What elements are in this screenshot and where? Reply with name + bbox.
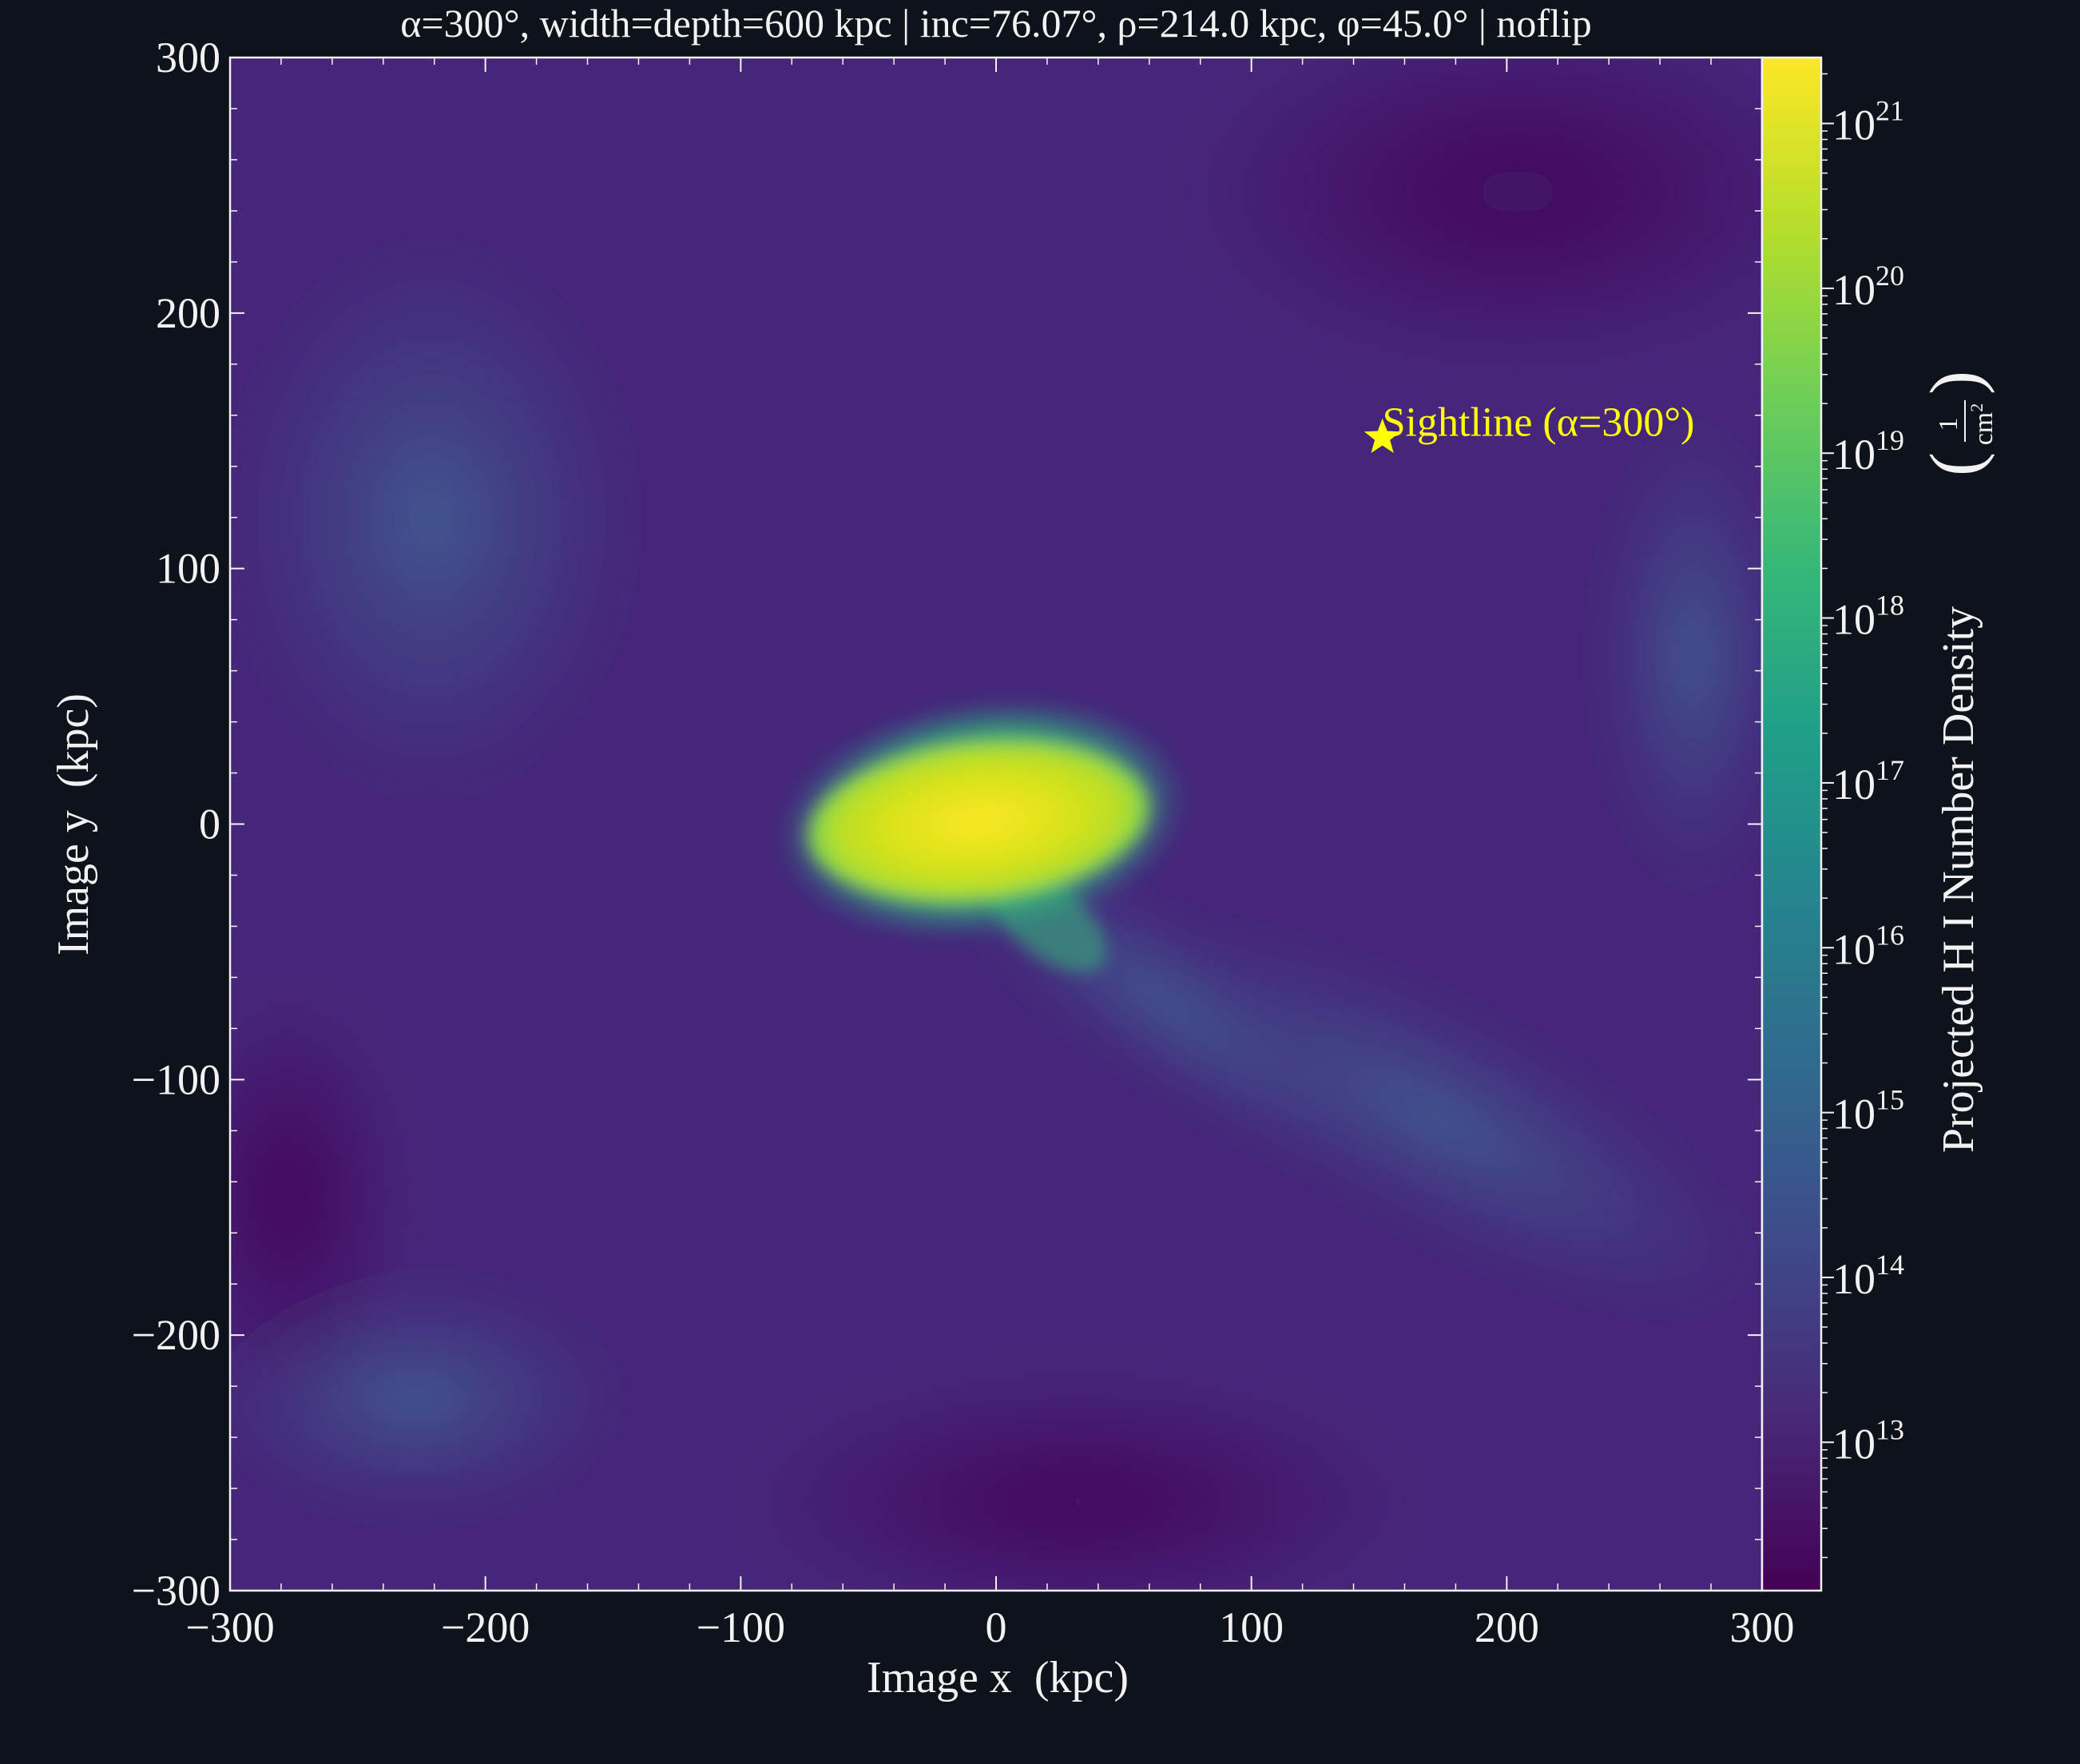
galaxy-disk — [807, 740, 1150, 903]
y-tick-label: 200 — [156, 289, 220, 337]
colorbar-tick-label: 1019 — [1832, 424, 1904, 479]
colorbar-unit-denominator: cm2 — [1967, 403, 1999, 446]
filament-bottom-left — [230, 1278, 623, 1518]
y-axis: −300 −200 −100 0 100 200 300 — [132, 34, 1762, 1615]
colorbar-label: Projected H I Number Density — [1934, 606, 1983, 1153]
filament-right — [1598, 415, 1762, 895]
void-top-right — [1182, 58, 1762, 375]
colorbar-unit-numerator: 1 — [1934, 418, 1963, 431]
void-bottom — [743, 1374, 1414, 1591]
colorbar-tick-label: 1020 — [1832, 260, 1904, 314]
x-tick-label: −300 — [185, 1603, 274, 1651]
x-axis: −300 −200 −100 0 100 200 300 — [185, 58, 1795, 1651]
colorbar-tick-label: 1013 — [1832, 1413, 1904, 1468]
x-axis-label: Image x (kpc) — [867, 1653, 1129, 1702]
heatmap — [230, 58, 1762, 1591]
x-tick-label: 200 — [1475, 1603, 1539, 1651]
y-tick-label: −300 — [132, 1567, 220, 1615]
colorbar-unit-paren-close: ) — [1916, 371, 1995, 395]
colorbar: 1013 1014 1015 1016 1017 1018 1019 1020 1021 Pro… — [1760, 56, 1999, 1592]
colorbar-tick-label: 1014 — [1832, 1249, 1904, 1303]
filament-left — [230, 232, 639, 807]
colorbar-ticks: 1013 1014 1015 1016 1017 1018 1019 1020 1021 — [1821, 73, 1904, 1559]
colorbar-tick-label: 1021 — [1832, 95, 1904, 149]
colorbar-frame — [1760, 56, 1823, 1592]
colorbar-tick-label: 1017 — [1832, 754, 1904, 808]
colorbar-unit-paren-open: ( — [1916, 452, 1995, 476]
sightline-marker: Sightline (α=300°) — [1364, 400, 1695, 453]
sightline-star-icon — [1364, 418, 1401, 453]
x-tick-label: 0 — [986, 1603, 1007, 1651]
chart-title: α=300°, width=depth=600 kpc | inc=76.07°… — [400, 1, 1592, 46]
y-tick-label: −100 — [132, 1055, 220, 1103]
colorbar-tick-label: 1015 — [1832, 1084, 1904, 1138]
x-tick-label: 300 — [1730, 1603, 1795, 1651]
colorbar-tick-label: 1016 — [1832, 919, 1904, 973]
y-tick-label: 300 — [156, 34, 220, 81]
x-tick-label: −100 — [697, 1603, 785, 1651]
x-tick-label: −200 — [441, 1603, 530, 1651]
y-axis-label: Image y (kpc) — [49, 693, 98, 956]
colorbar-tick-label: 1018 — [1832, 590, 1904, 644]
x-tick-label: 100 — [1219, 1603, 1284, 1651]
y-tick-label: −200 — [132, 1311, 220, 1359]
colorbar-unit-exponent: 2 — [1967, 403, 1987, 412]
colorbar-gradient — [1762, 58, 1821, 1591]
sightline-label: Sightline (α=300°) — [1383, 400, 1695, 446]
colorbar-label-group: Projected H I Number Density ( 1 cm2 ) — [1916, 371, 1999, 1153]
y-tick-label: 0 — [199, 801, 220, 848]
y-tick-label: 100 — [156, 545, 220, 593]
